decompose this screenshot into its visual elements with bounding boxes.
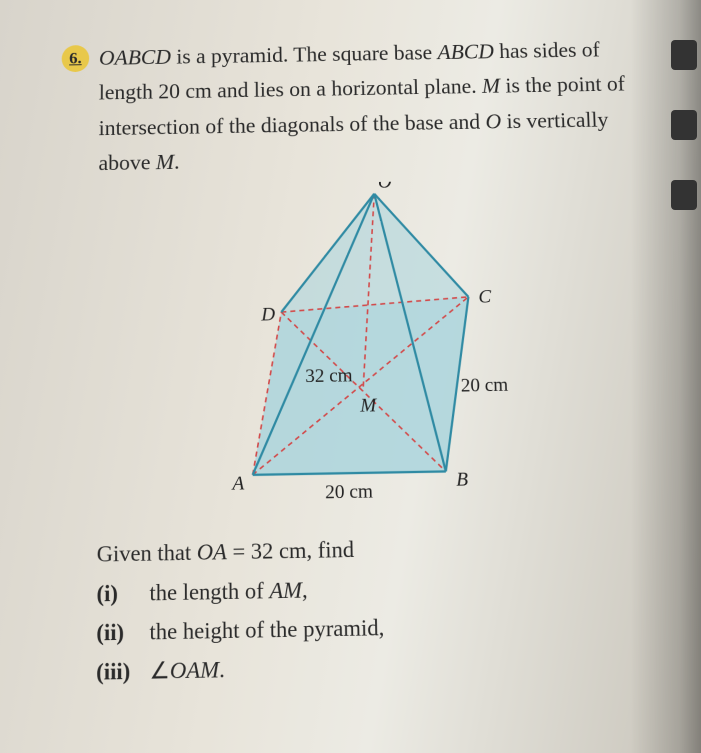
svg-text:20 cm: 20 cm: [324, 481, 373, 504]
text-oabcd: OABCD: [99, 45, 171, 70]
part-i-label: (i): [96, 573, 143, 613]
part-iii-var: OAM: [170, 657, 219, 684]
part-iii-post: .: [219, 656, 225, 683]
part-iii-label: (iii): [96, 652, 144, 693]
svg-text:20 cm: 20 cm: [460, 374, 508, 396]
part-iii-angle: ∠: [149, 657, 169, 684]
svg-text:B: B: [455, 469, 468, 491]
svg-text:M: M: [359, 395, 378, 417]
binding-tab-icon: [671, 180, 697, 210]
pyramid-svg: O D C A B 32 cm M 20 cm 20 cm: [195, 180, 523, 518]
svg-text:O: O: [377, 180, 392, 193]
text-abcd: ABCD: [437, 39, 494, 64]
part-i-post: ,: [302, 576, 308, 602]
part-ii-label: (ii): [96, 612, 144, 652]
given-prefix: Given that: [97, 539, 197, 567]
question-number: 6.: [62, 45, 90, 72]
question-text: OABCD is a pyramid. The square base ABCD…: [98, 32, 646, 181]
part-ii-pre: the height of the pyramid,: [149, 614, 384, 645]
pyramid-diagram: O D C A B 32 cm M 20 cm 20 cm: [58, 178, 661, 525]
given-eq: = 32 cm, find: [227, 536, 354, 564]
svg-text:D: D: [260, 304, 275, 326]
text-o: O: [485, 109, 501, 133]
svg-text:A: A: [230, 473, 245, 495]
part-i-var: AM: [269, 576, 302, 603]
svg-text:32 cm: 32 cm: [305, 365, 353, 387]
given-var: OA: [197, 539, 227, 566]
binding-tab-icon: [671, 110, 697, 140]
svg-text:C: C: [478, 286, 492, 307]
text-m2: M: [156, 149, 174, 174]
part-i-pre: the length of: [149, 577, 269, 605]
t2: is a pyramid. The square base: [171, 40, 438, 68]
text-m: M: [482, 74, 501, 98]
binding-tab-icon: [671, 40, 697, 70]
t10: .: [174, 149, 179, 173]
